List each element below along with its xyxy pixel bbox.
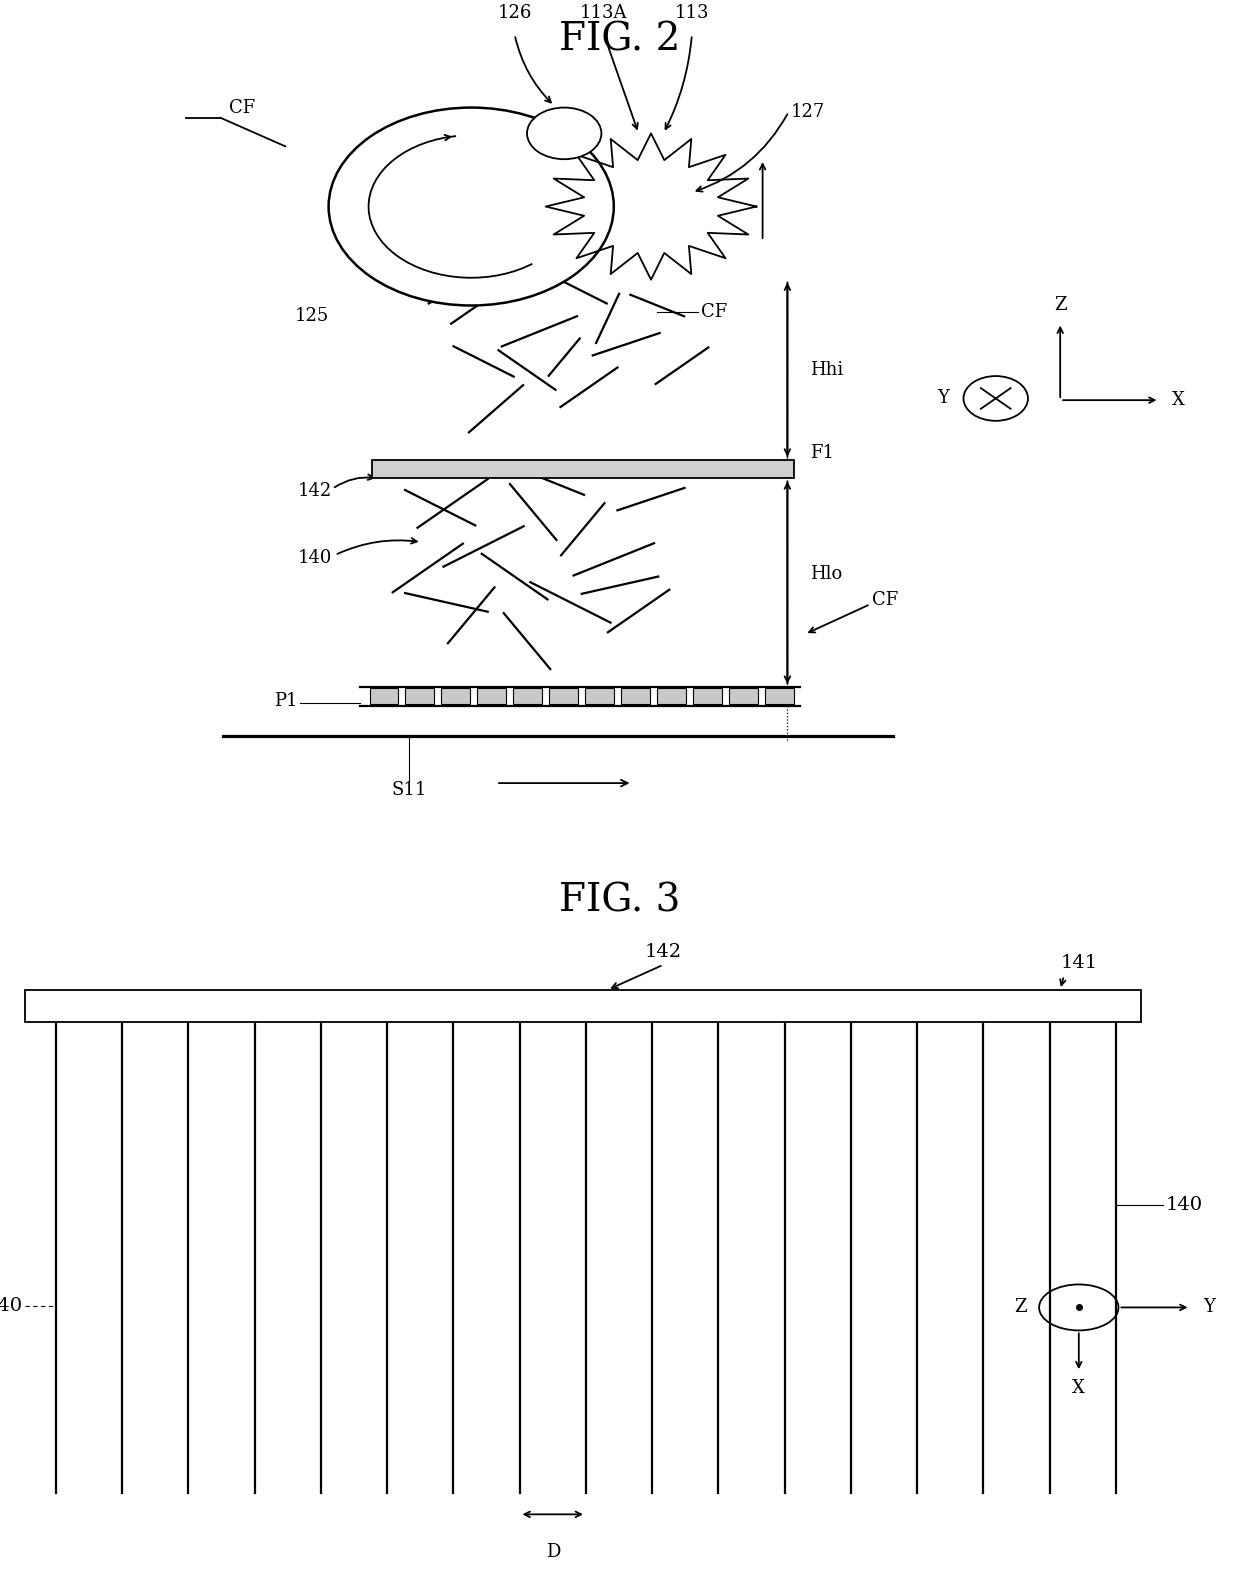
Text: P1: P1 <box>274 692 298 711</box>
Bar <box>405 688 434 704</box>
Bar <box>549 688 578 704</box>
Bar <box>693 688 722 704</box>
Text: Y: Y <box>1203 1298 1215 1317</box>
Text: Hlo: Hlo <box>810 565 842 583</box>
Text: 140: 140 <box>298 548 332 567</box>
Bar <box>372 459 794 478</box>
Text: S11: S11 <box>392 782 427 799</box>
Text: Y: Y <box>936 390 949 407</box>
Text: F1: F1 <box>810 444 833 463</box>
Text: CF: CF <box>228 98 255 117</box>
Text: 141: 141 <box>1060 954 1097 973</box>
Text: CF: CF <box>872 591 898 609</box>
Text: 140: 140 <box>0 1296 22 1315</box>
Bar <box>477 688 506 704</box>
Circle shape <box>1039 1284 1118 1331</box>
Text: X: X <box>1073 1380 1085 1397</box>
Text: D: D <box>546 1543 560 1562</box>
Bar <box>370 688 398 704</box>
Text: Hhi: Hhi <box>810 360 843 379</box>
Bar <box>513 688 542 704</box>
Text: 113A: 113A <box>580 3 627 22</box>
Bar <box>585 688 614 704</box>
Circle shape <box>963 376 1028 422</box>
Text: 142: 142 <box>645 943 682 962</box>
Polygon shape <box>546 133 756 279</box>
Text: FIG. 2: FIG. 2 <box>559 22 681 58</box>
Text: X: X <box>1172 392 1184 409</box>
Bar <box>621 688 650 704</box>
Text: 127: 127 <box>791 103 826 122</box>
Text: 113: 113 <box>675 3 709 22</box>
Bar <box>765 688 794 704</box>
Text: 140: 140 <box>1166 1197 1203 1214</box>
Text: CF: CF <box>701 303 727 321</box>
Text: 142: 142 <box>298 482 332 499</box>
Text: FIG. 3: FIG. 3 <box>559 883 681 919</box>
Text: 125: 125 <box>294 306 329 325</box>
Circle shape <box>329 107 614 305</box>
Bar <box>441 688 470 704</box>
Text: 126: 126 <box>497 3 532 22</box>
Bar <box>657 688 686 704</box>
Circle shape <box>527 107 601 159</box>
Text: Z: Z <box>1014 1298 1027 1317</box>
Bar <box>729 688 758 704</box>
Bar <box>25 990 1141 1022</box>
Text: Z: Z <box>1054 297 1066 314</box>
